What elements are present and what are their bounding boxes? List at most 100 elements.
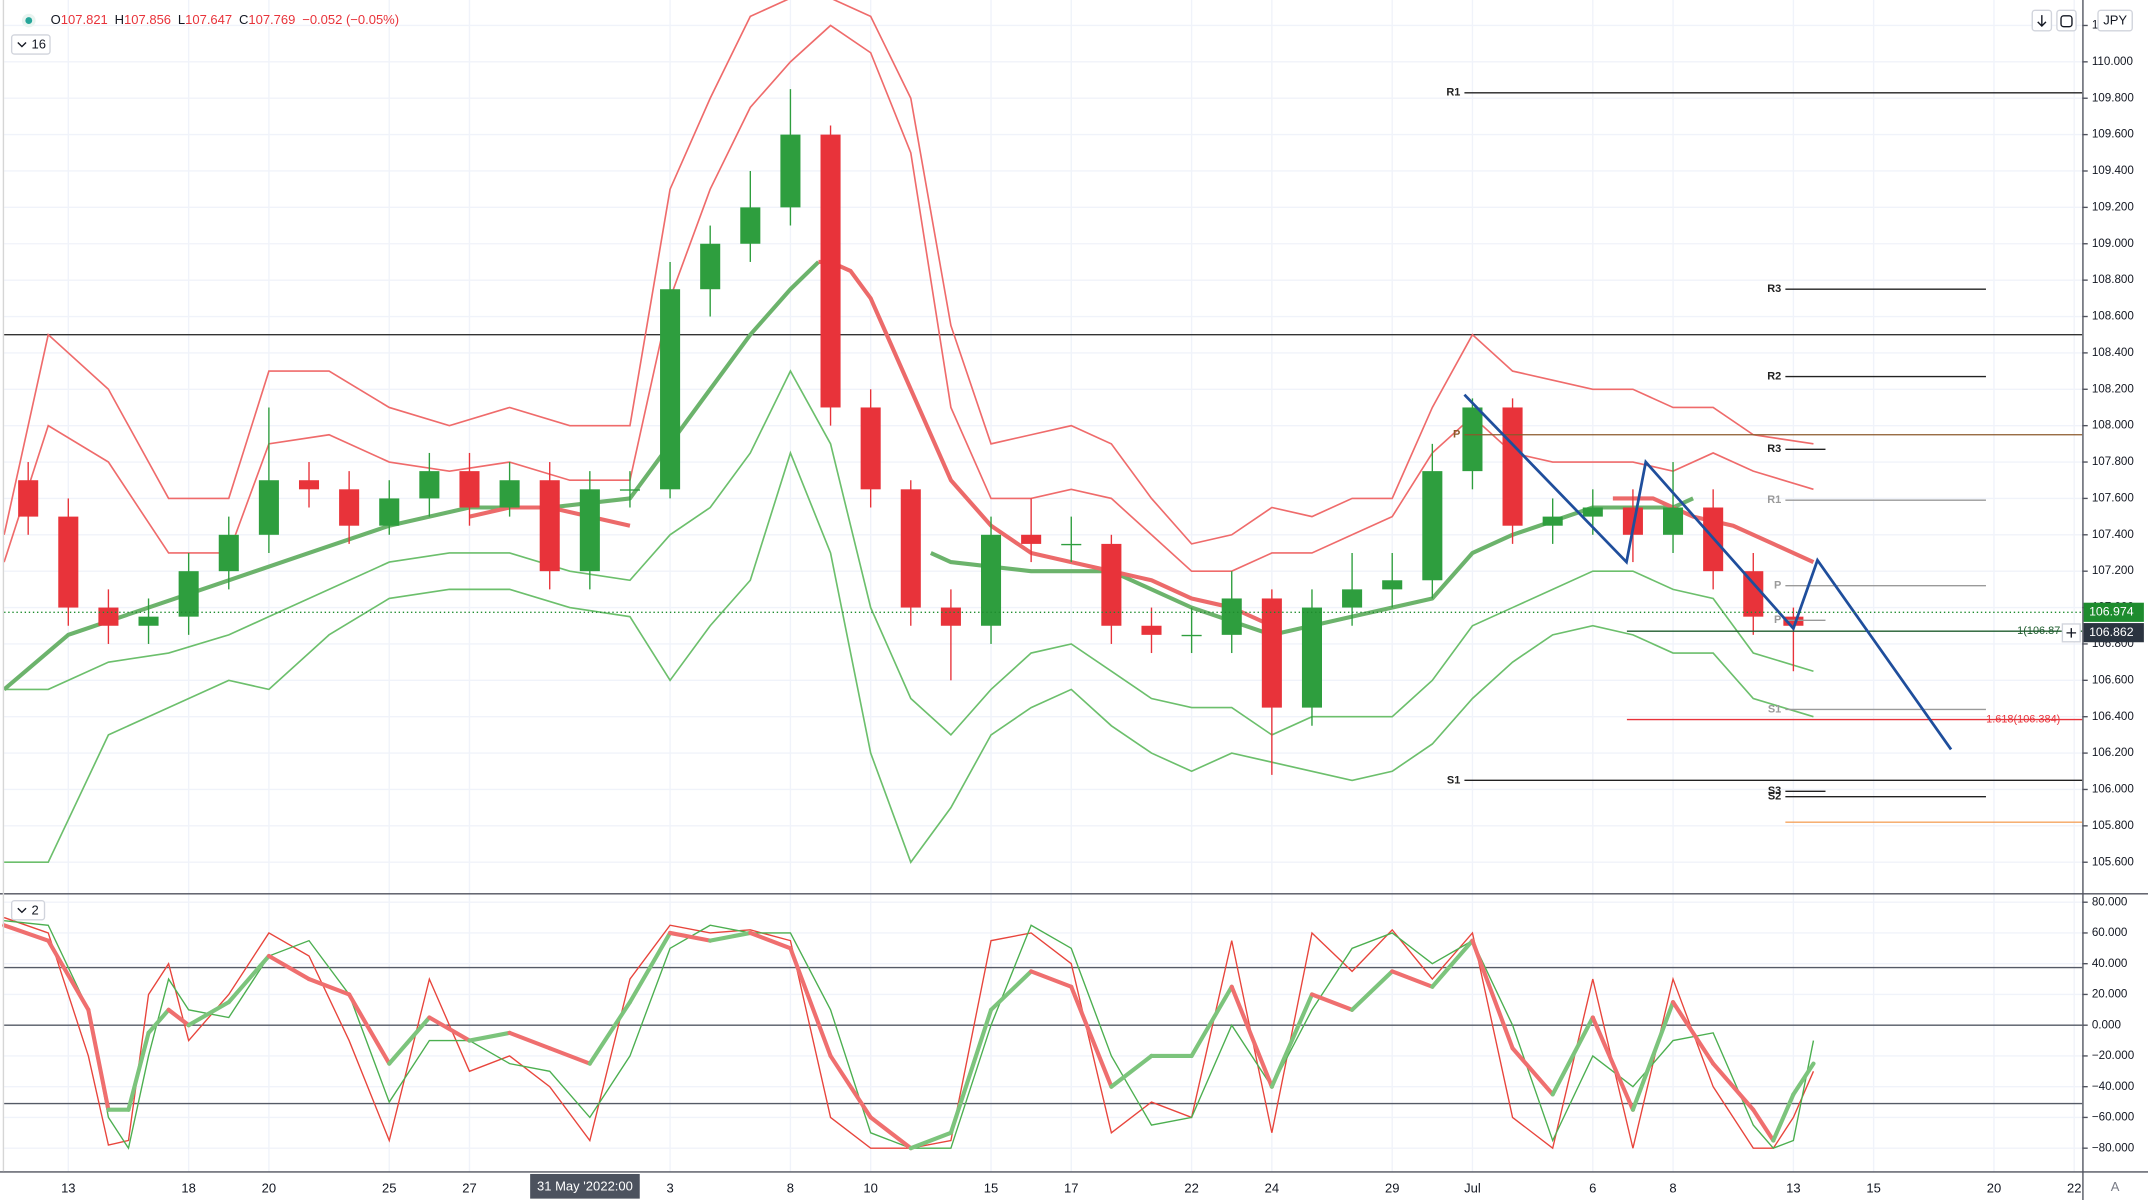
candle-body (820, 134, 841, 408)
candle-body (138, 616, 159, 626)
fib-label: 1(106.87 (2017, 625, 2060, 637)
candle-body (539, 480, 560, 572)
band-line (4, 450, 1814, 864)
y-tick-label: 40.000 (2092, 957, 2128, 970)
reset-icon (2060, 15, 2073, 28)
x-tick-label: 8 (1669, 1180, 1676, 1195)
candle-body (900, 489, 921, 608)
indicators-toggle[interactable]: 16 (10, 34, 51, 55)
cursor-time: 22:00 (600, 1178, 633, 1193)
candle-body (298, 480, 320, 490)
cursor-date: 31 May '20 (537, 1178, 600, 1193)
button-box[interactable] (2056, 9, 2077, 32)
y-tick-label: 106.000 (2092, 783, 2135, 796)
signal-segment (146, 1007, 171, 1035)
x-tick-label: 18 (181, 1180, 195, 1195)
ohlc-value: 107.856 (124, 13, 171, 28)
signal-segment (1069, 984, 1114, 1089)
price-pane (2, 0, 2083, 864)
signal-segment (1109, 1053, 1154, 1089)
chevron-icon (17, 41, 27, 48)
y-tick-label: 110.000 (2092, 55, 2134, 68)
signal-segment (788, 946, 833, 1058)
signal-segment (2, 923, 51, 943)
signal-segment (1350, 969, 1395, 1012)
signal-segment (1390, 969, 1435, 989)
indicators-box[interactable] (10, 34, 51, 55)
candle-body (1382, 580, 1403, 590)
y-tick-label: 108.000 (2092, 419, 2135, 432)
ohlc-value: 107.821 (61, 13, 108, 28)
candle-body (58, 516, 79, 608)
candle-body (1462, 407, 1483, 472)
symbol-status-dot (25, 17, 33, 24)
candle-body (1141, 625, 1162, 635)
signal-segment (1791, 1061, 1816, 1097)
signal-segment (186, 1000, 231, 1028)
y-tick-label: −40.000 (2092, 1080, 2135, 1093)
ohlc-key: H (115, 13, 124, 28)
signal-segment (1269, 992, 1315, 1089)
y-tick-label: 60.000 (2092, 926, 2128, 939)
x-tick-label: 15 (984, 1180, 998, 1195)
auto-scale-toggle[interactable]: A (2111, 1179, 2120, 1194)
signal-segment (1470, 938, 1515, 1051)
scroll-down-button[interactable] (2031, 9, 2053, 32)
candle-body (1261, 598, 1282, 708)
y-tick-label: 107.400 (2092, 528, 2135, 541)
candle-body (1342, 589, 1363, 608)
y-tick-label: 107.600 (2092, 491, 2135, 504)
candle-body (660, 289, 681, 490)
chevron-icon (17, 907, 27, 914)
x-tick-label: 22 (1184, 1180, 1198, 1195)
candle-body (1502, 407, 1523, 526)
signal-segment (126, 1030, 151, 1112)
candle-body (1021, 534, 1042, 544)
signal-segment (1670, 1000, 1716, 1066)
band-line (3, 0, 1814, 545)
crosshair-add-button[interactable] (2061, 623, 2081, 643)
signal-segment (828, 1053, 873, 1120)
candle-body (1783, 616, 1804, 626)
pivot-label: S3 (1768, 785, 1781, 797)
signal-segment (1189, 984, 1234, 1058)
candle-body (1301, 607, 1323, 708)
button-box[interactable] (2097, 9, 2133, 32)
candle-body (1582, 507, 1603, 517)
candle-body (178, 571, 199, 617)
pivot-label: R3 (1767, 443, 1781, 455)
candle-body (780, 134, 801, 208)
y-tick-label: 108.400 (2092, 346, 2135, 359)
y-tick-label: 80.000 (2092, 895, 2128, 908)
x-tick-label: 6 (1589, 1180, 1596, 1195)
band-line (4, 369, 1814, 737)
candle-body (218, 534, 239, 572)
signal-segment (587, 1000, 633, 1066)
currency-button[interactable]: JPY (2097, 9, 2133, 32)
signal-segment (868, 1115, 913, 1151)
candle-body (1061, 543, 1082, 546)
y-tick-label: −60.000 (2092, 1111, 2135, 1124)
ohlc-value: 107.769 (248, 13, 295, 28)
signal-segment (627, 930, 673, 1005)
candle-body (98, 607, 119, 626)
signal-segment (668, 930, 713, 943)
signal-segment (988, 969, 1034, 1012)
candle-body (1542, 516, 1563, 526)
x-tick-label: Jul (1464, 1180, 1481, 1195)
reset-button[interactable] (2056, 9, 2077, 32)
candle-body (980, 534, 1002, 626)
y-tick-label: 106.400 (2092, 710, 2135, 723)
pivot-label: R1 (1767, 494, 1781, 506)
candle-body (1622, 507, 1643, 535)
y-tick-label: 107.200 (2092, 564, 2135, 577)
y-tick-label: 109.600 (2092, 128, 2135, 141)
x-tick-label: 24 (1265, 1180, 1279, 1195)
oscillator-indicators-toggle[interactable]: 2 (10, 900, 46, 921)
candle-body (940, 607, 961, 626)
signal-segment (86, 1007, 111, 1112)
x-tick-label: 17 (1064, 1180, 1078, 1195)
signal-segment (166, 1007, 191, 1028)
indicators-box[interactable] (10, 900, 46, 921)
y-tick-label: 105.800 (2092, 819, 2135, 832)
